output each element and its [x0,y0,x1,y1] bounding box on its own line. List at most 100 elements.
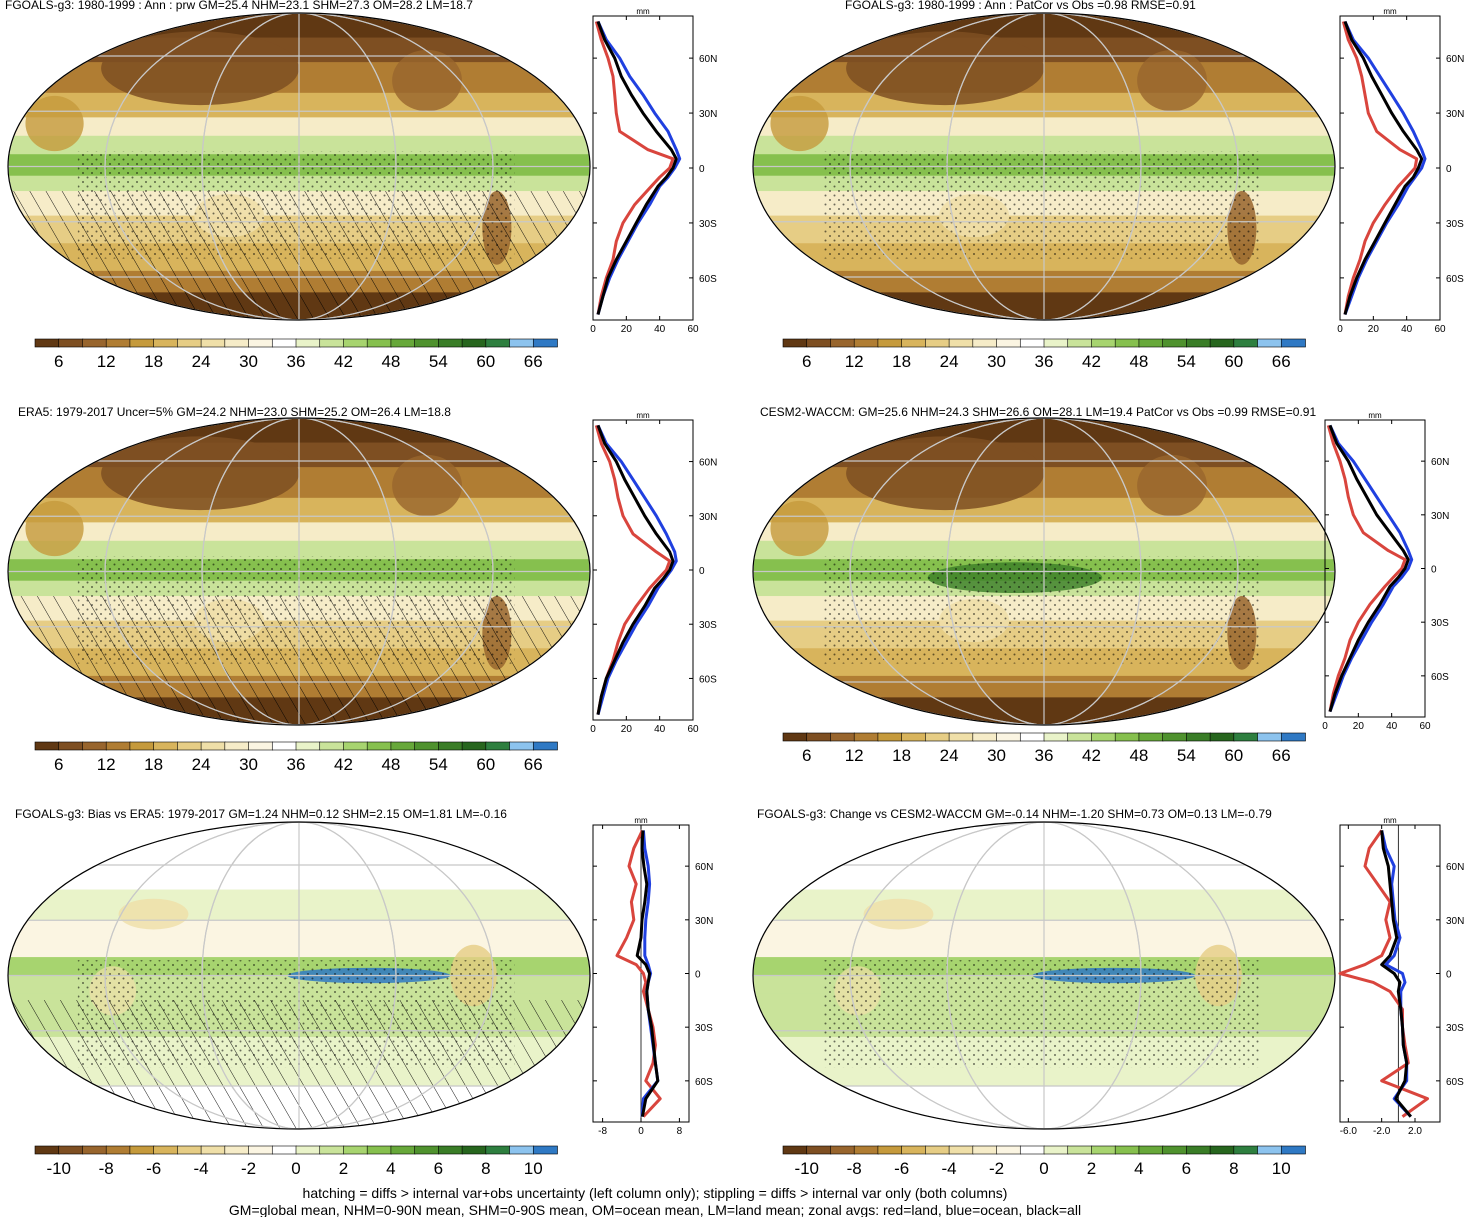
colorbar-label: 54 [429,755,448,774]
colorbar-label: 10 [1272,1159,1291,1178]
colorbar-label: 24 [940,352,959,371]
colorbar-label: 36 [287,755,306,774]
x-tick-label: 20 [1353,721,1365,732]
panel-2: FGOALS-g3: 1980-1999 : Ann : PatCor vs O… [752,0,1464,371]
series-line-land [615,829,662,1118]
colorbar-label: -6 [894,1159,909,1178]
zonal-mean-chart: 0 20 40 60 mm 60N 30N 0 30S 60S [590,411,717,735]
colorbar-label: 42 [1082,746,1101,765]
colorbar: 6 12 18 24 30 36 42 48 54 60 66 [782,338,1306,371]
colorbar-label: 48 [1129,352,1148,371]
y-tick-label: 60S [695,1077,713,1088]
colorbar-label: 2 [1087,1159,1096,1178]
colorbar-label: -8 [847,1159,862,1178]
y-tick-label: 60S [1431,672,1449,683]
colorbar-label: -10 [46,1159,71,1178]
colorbar: -10 -8 -6 -4 -2 0 2 4 6 8 10 [782,1145,1306,1178]
colorbar-label: 6 [1182,1159,1191,1178]
series-line-all [596,20,678,315]
y-tick-label: 60S [1446,1077,1464,1088]
panel-3: ERA5: 1979-2017 Uncer=5% GM=24.2 NHM=23.… [7,405,717,774]
panel-6: FGOALS-g3: Change vs CESM2-WACCM GM=-0.1… [752,807,1464,1178]
x-tick-label: 0 [590,324,596,335]
map [8,418,590,725]
colorbar-label: 42 [334,755,353,774]
colorbar-label: 54 [1177,352,1196,371]
colorbar-label: 48 [381,755,400,774]
y-tick-label: 60N [1446,54,1464,65]
x-tick-label: 40 [654,724,666,735]
series-line-land [1341,21,1419,315]
x-tick-label: 60 [1434,324,1446,335]
colorbar-label: 12 [97,352,116,371]
x-tick-label: 0 [1337,324,1343,335]
colorbar-label: 12 [97,755,116,774]
colorbar-label: -6 [146,1159,161,1178]
x-tick-label: 20 [621,724,633,735]
panel-title: CESM2-WACCM: GM=25.6 NHM=24.3 SHM=26.6 O… [760,405,1316,419]
y-tick-label: 0 [695,970,701,981]
map-outline [752,12,1336,321]
x-tick-label: 2.0 [1408,1126,1422,1137]
colorbar-label: 36 [287,352,306,371]
map [753,418,1335,725]
colorbar-label: 4 [386,1159,395,1178]
y-tick-label: 0 [1446,164,1452,175]
colorbar-label: -8 [99,1159,114,1178]
colorbar-label: 60 [476,755,495,774]
colorbar-label: 30 [239,352,258,371]
series-line-land [1326,424,1407,712]
x-tick-label: 60 [687,324,699,335]
colorbar-label: 2 [339,1159,348,1178]
series-line-all [1380,830,1412,1118]
colorbar-label: 30 [987,352,1006,371]
x-tick-label: 40 [654,324,666,335]
zonal-mean-chart: -8 0 8 mm 60N 30N 0 30S 60S [592,816,713,1137]
series-line-all [1343,20,1424,315]
panel-5: FGOALS-g3: Bias vs ERA5: 1979-2017 GM=1.… [7,807,713,1178]
panel-title: FGOALS-g3: Bias vs ERA5: 1979-2017 GM=1.… [15,807,507,821]
y-tick-label: 60N [1446,862,1464,873]
series-line-all [635,830,660,1117]
map [8,822,590,1129]
colorbar-label: 24 [940,746,959,765]
map-outline [752,417,1336,726]
colorbar-label: 60 [1224,746,1243,765]
y-tick-label: 60S [699,674,717,685]
colorbar-label: 36 [1035,746,1054,765]
series-line-land [1338,829,1429,1118]
y-tick-label: 30S [695,1023,713,1034]
map-outline [7,417,591,726]
colorbar-label: 48 [1129,746,1148,765]
panel-title: FGOALS-g3: 1980-1999 : Ann : prw GM=25.4… [5,0,473,12]
zonal-mean-chart: 0 20 40 60 mm 60N 30N 0 30S 60S [1322,411,1449,732]
y-tick-label: 30N [1446,916,1464,927]
panel-title: FGOALS-g3: Change vs CESM2-WACCM GM=-0.1… [757,807,1272,821]
colorbar-label: 18 [892,352,911,371]
colorbar-label: 30 [239,755,258,774]
footer-line-1: hatching = diffs > internal var+obs unce… [303,1185,1008,1201]
footer-line-2: GM=global mean, NHM=0-90N mean, SHM=0-90… [229,1202,1081,1217]
colorbar-label: 42 [334,352,353,371]
colorbar-label: 18 [144,755,163,774]
y-tick-label: 60N [699,458,717,469]
x-tick-label: 0 [590,724,596,735]
colorbar-label: 6 [54,755,63,774]
x-axis-label: mm [636,411,650,420]
y-tick-label: 0 [699,164,705,175]
map [753,13,1335,320]
colorbar-label: 6 [434,1159,443,1178]
colorbar: 6 12 18 24 30 36 42 48 54 60 66 [34,741,558,774]
colorbar: 6 12 18 24 30 36 42 48 54 60 66 [34,338,558,371]
colorbar: 6 12 18 24 30 36 42 48 54 60 66 [782,732,1306,765]
x-axis-label: mm [1383,816,1397,825]
y-tick-label: 60N [695,862,713,873]
y-tick-label: 30S [699,219,717,230]
colorbar-label: 6 [802,746,811,765]
y-tick-label: 60N [699,54,717,65]
y-tick-label: 60S [699,274,717,285]
colorbar-label: 12 [845,746,864,765]
series-line-land [594,21,675,315]
y-tick-label: 30S [1431,618,1449,629]
